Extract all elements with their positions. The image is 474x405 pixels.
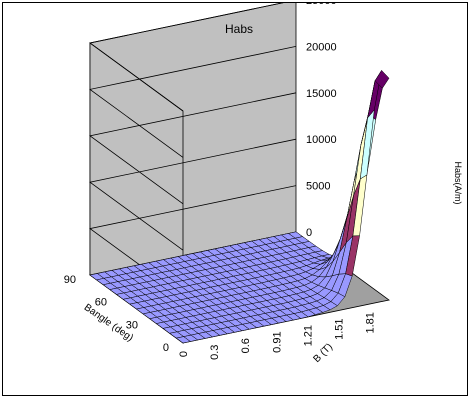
tick-labels: 0 5000 10000 15000 20000 25000 0 0.3 0.6 0.91 1.21…	[64, 3, 377, 360]
x-tick-label: 0.3	[209, 345, 221, 360]
x-tick-label: 0	[178, 351, 190, 357]
z-tick-label: 5000	[306, 181, 330, 193]
gridlines	[89, 3, 297, 297]
z-tick-label: 25000	[306, 3, 337, 7]
z-tick-label: 20000	[306, 41, 337, 53]
x-tick-label: 1.21	[303, 325, 315, 346]
z-axis-label: Habs(A/m)	[453, 161, 463, 204]
surface-chart: Habs B (T) Bangle (deg) Habs(A/m) 050001…	[64, 3, 463, 365]
surface-cell	[374, 69, 390, 89]
x-tick-label: 0.6	[240, 338, 252, 353]
gridline-5	[89, 3, 284, 112]
x-tick-label: 0.91	[272, 331, 284, 352]
chart-title: Habs	[225, 22, 253, 36]
x-axis-label: B (T)	[311, 341, 334, 364]
y-tick-label: 60	[95, 297, 107, 309]
x-tick-label: 1.81	[364, 312, 376, 333]
x-tick-label: 1.51	[334, 319, 346, 340]
y-tick-label: 90	[64, 274, 76, 286]
surface-plot	[89, 69, 390, 344]
y-tick-label: 30	[126, 319, 138, 331]
z-tick-label: 10000	[306, 134, 337, 146]
chart-area: Habs B (T) Bangle (deg) Habs(A/m) 0 5000 1…	[2, 2, 468, 396]
gridline-2	[89, 138, 297, 251]
gridline-3	[89, 92, 297, 205]
y-tick-label: 0	[163, 342, 169, 354]
z-tick-label: 15000	[306, 88, 337, 100]
gridline-4	[89, 46, 297, 158]
z-tick-label: 0	[306, 227, 312, 239]
